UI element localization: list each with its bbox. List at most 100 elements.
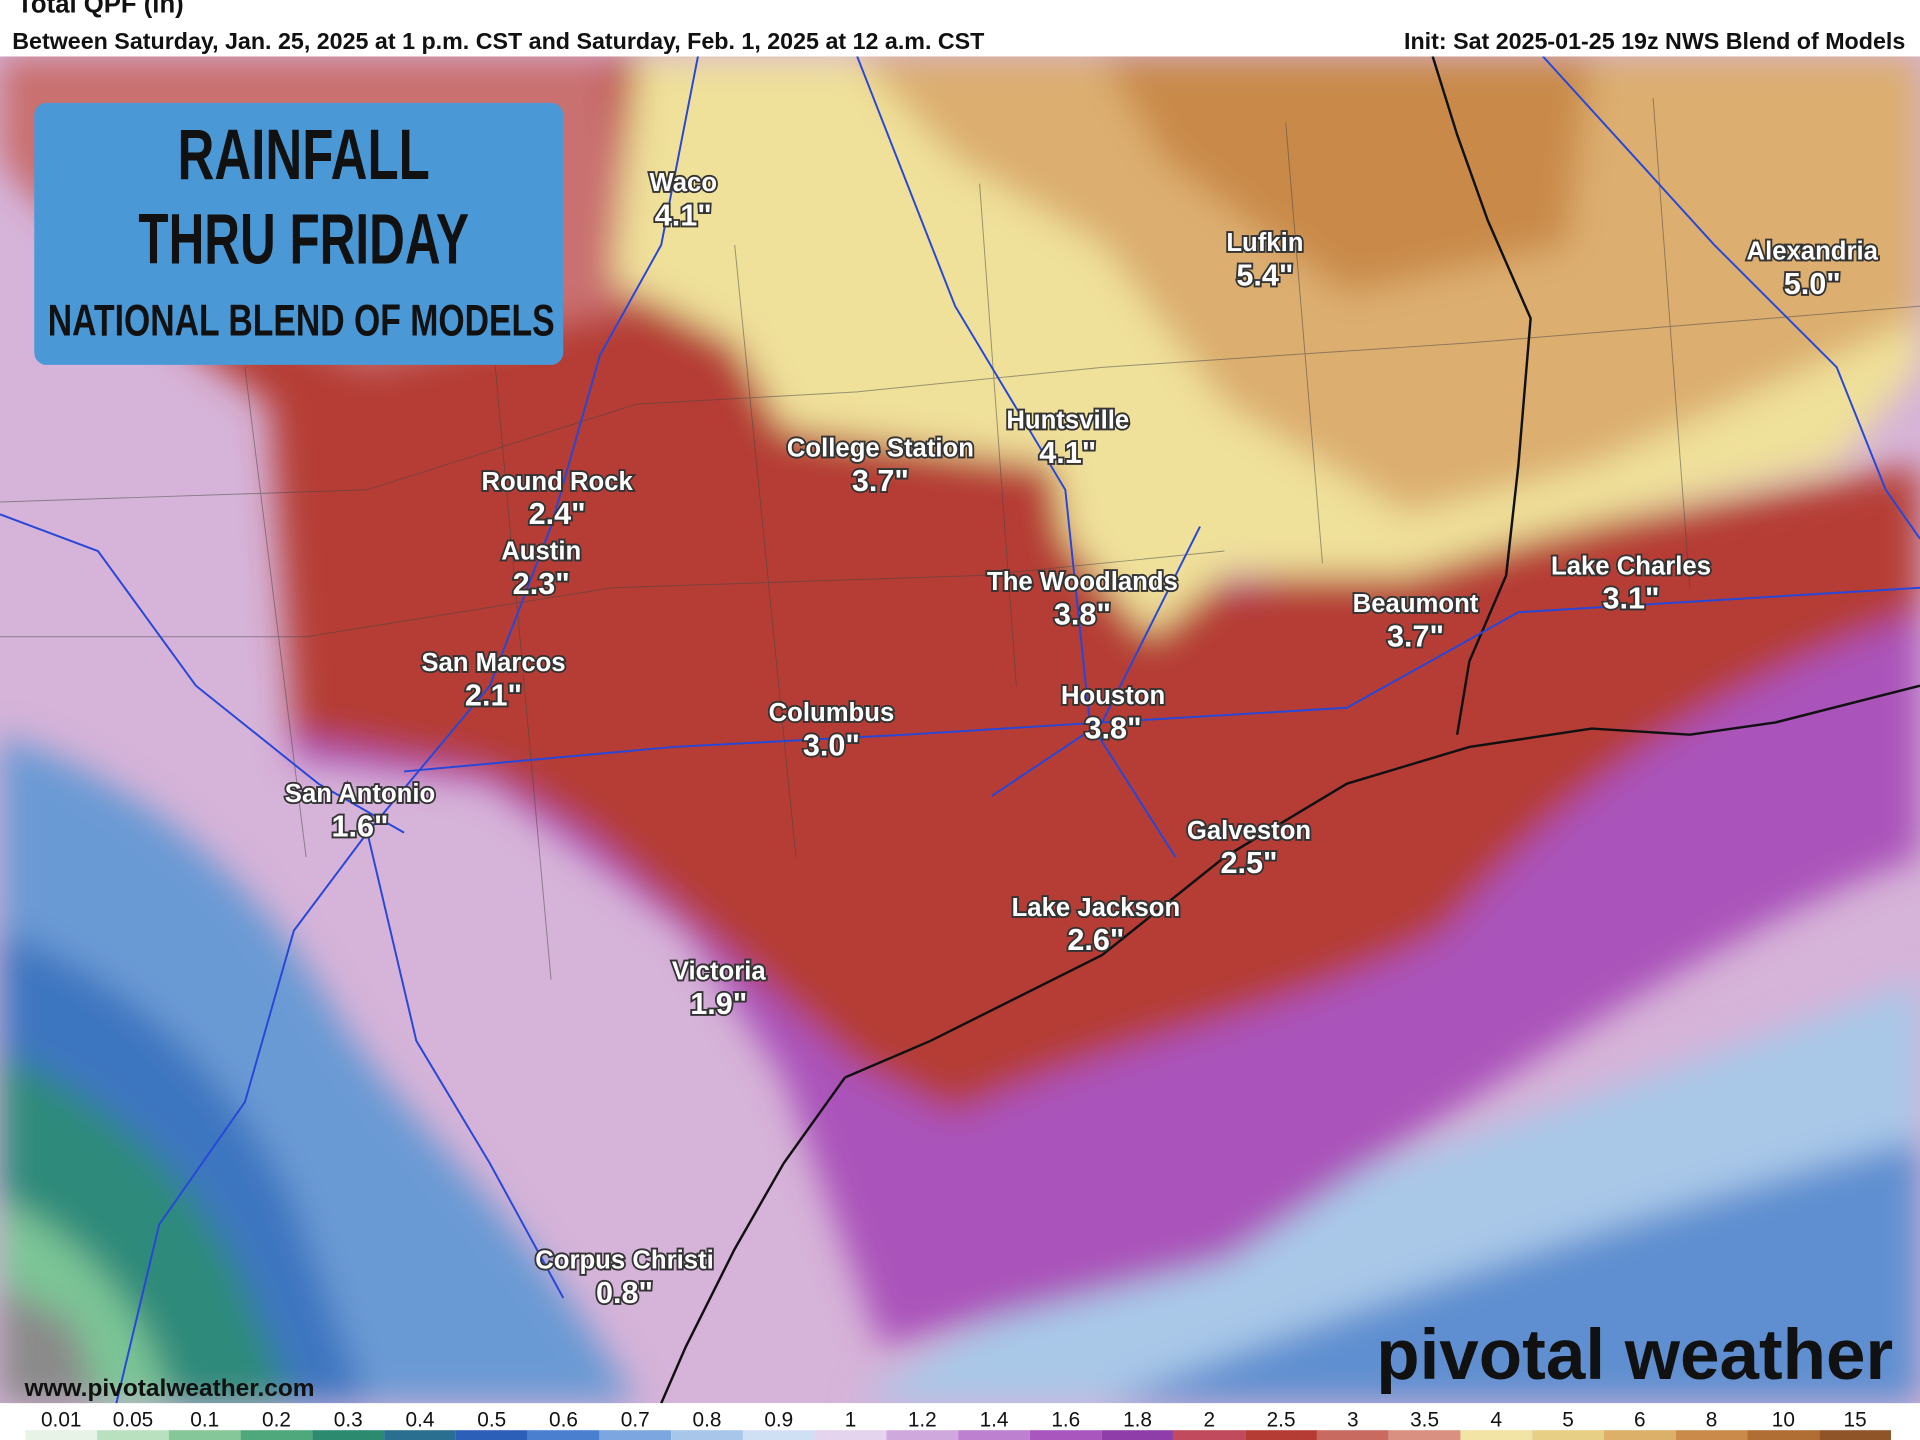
colorbar-swatch (1029, 1430, 1102, 1440)
colorbar-tick-label: 15 (1844, 1409, 1867, 1432)
city-amount: 3.7" (1387, 620, 1444, 654)
county-lines (0, 98, 1920, 980)
city-amount: 2.1" (465, 678, 522, 712)
colorbar-tick-label: 4 (1491, 1409, 1503, 1432)
colorbar-tick-label: 0.2 (262, 1409, 291, 1432)
colorbar-tick-label: 2 (1204, 1409, 1216, 1432)
city-amount: 4.1" (1039, 436, 1096, 470)
route (0, 514, 404, 832)
colorbar-swatch (168, 1430, 241, 1440)
colorbar-tick-label: 8 (1706, 1409, 1718, 1432)
city-name: Galveston (1187, 817, 1311, 845)
city-name: Waco (649, 169, 717, 197)
colorbar-swatch (958, 1430, 1030, 1440)
colorbar-swatch (97, 1430, 169, 1440)
colorbar-tick-label: 3 (1347, 1409, 1359, 1432)
colorbar-tick-label: 0.3 (334, 1409, 363, 1432)
shade (0, 1286, 98, 1404)
colorbar-tick-label: 0.1 (190, 1409, 219, 1432)
city-name: Corpus Christi (535, 1247, 714, 1275)
city-amount: 5.0" (1784, 267, 1841, 301)
colorbar-swatch (384, 1430, 456, 1440)
route (992, 527, 1200, 796)
city-amount: 3.7" (852, 464, 909, 498)
precip-field (0, 56, 1920, 1403)
route (367, 833, 563, 1298)
city-name: Beaumont (1353, 590, 1479, 618)
colorbar-swatch (455, 1430, 528, 1440)
colorbar-tick-label: 3.5 (1410, 1409, 1439, 1432)
city-name: The Woodlands (987, 568, 1178, 596)
logo: pivotal weather (1376, 1316, 1893, 1395)
city-amount: 0.8" (596, 1276, 653, 1310)
city-name: Lake Jackson (1012, 894, 1181, 922)
colorbar-swatch (599, 1430, 672, 1440)
shade (1102, 1139, 1920, 1403)
city-amount: 2.6" (1067, 923, 1124, 957)
colorbar-swatch (1747, 1430, 1820, 1440)
route (857, 56, 1175, 857)
state-border (1433, 56, 1531, 734)
colorbar-swatch (1101, 1430, 1174, 1440)
city-amount: 1.6" (331, 809, 388, 843)
rivers-roads (0, 56, 1920, 1403)
shade (1102, 56, 1592, 294)
city-name: Columbus (769, 699, 895, 727)
city-amount: 2.3" (513, 567, 570, 601)
colorbar-tick-label: 0.7 (621, 1409, 650, 1432)
border-line (0, 551, 1224, 637)
colorbar-tick-label: 1.6 (1051, 1409, 1080, 1432)
colorbar-tick-label: 1.2 (908, 1409, 937, 1432)
coastline (661, 686, 1920, 1404)
city-name: Lufkin (1226, 229, 1303, 257)
city-amount: 3.8" (1054, 597, 1111, 631)
colorbar-tick-label: 0.01 (41, 1409, 81, 1432)
colorbar-swatch (671, 1430, 743, 1440)
header-subtitle: Between Saturday, Jan. 25, 2025 at 1 p.m… (12, 28, 984, 54)
city-name: San Marcos (421, 649, 565, 677)
colorbar-swatch (1245, 1430, 1317, 1440)
colorbar-tick-label: 0.4 (406, 1409, 435, 1432)
colorbar-swatch (1173, 1430, 1246, 1440)
header-band (0, 0, 1920, 57)
city-amount: 5.4" (1236, 258, 1293, 292)
city-name: San Antonio (285, 780, 435, 808)
city-amount: 3.8" (1085, 711, 1142, 745)
city-name: Victoria (672, 958, 767, 986)
colorbar-tick-label: 1.8 (1123, 1409, 1152, 1432)
url: www.pivotalweather.com (23, 1375, 314, 1402)
map-area (0, 56, 1920, 1403)
colorbar-swatch (1603, 1430, 1676, 1440)
city-amount: 3.1" (1602, 582, 1659, 616)
overlay-line: RAINFALL (178, 116, 430, 195)
colorbar-tick-label: 0.9 (764, 1409, 793, 1432)
colorbar-tick-label: 10 (1772, 1409, 1795, 1432)
colorbar-swatch (1388, 1430, 1461, 1440)
colorbar-swatch (1675, 1430, 1748, 1440)
colorbar-swatch (1819, 1430, 1891, 1440)
colorbar-tick-label: 0.5 (477, 1409, 506, 1432)
city-amount: 2.5" (1220, 846, 1277, 880)
colorbar-tick-label: 5 (1562, 1409, 1574, 1432)
shade (857, 56, 1920, 514)
header-title: Total QPF (in) (17, 0, 184, 18)
city-name: Alexandria (1747, 238, 1879, 266)
colorbar-tick-label: 1 (845, 1409, 857, 1432)
colorbar-tick-label: 6 (1634, 1409, 1646, 1432)
header-init: Init: Sat 2025-01-25 19z NWS Blend of Mo… (1404, 28, 1905, 54)
colorbar-swatch (1532, 1430, 1604, 1440)
colorbar-swatch (312, 1430, 385, 1440)
colorbar-tick-label: 1.4 (980, 1409, 1009, 1432)
colorbar-swatch (25, 1430, 98, 1440)
overlay-line: THRU FRIDAY (138, 200, 469, 279)
overlay-line: NATIONAL BLEND OF MODELS (48, 297, 555, 346)
overlay-box (34, 102, 564, 365)
city-name: Austin (501, 538, 581, 566)
city-name: Huntsville (1006, 407, 1129, 435)
colorbar-swatch (742, 1430, 815, 1440)
city-name: Round Rock (481, 468, 633, 496)
city-amount: 3.0" (803, 729, 860, 763)
route (1543, 56, 1920, 538)
city-amount: 2.4" (529, 497, 586, 531)
